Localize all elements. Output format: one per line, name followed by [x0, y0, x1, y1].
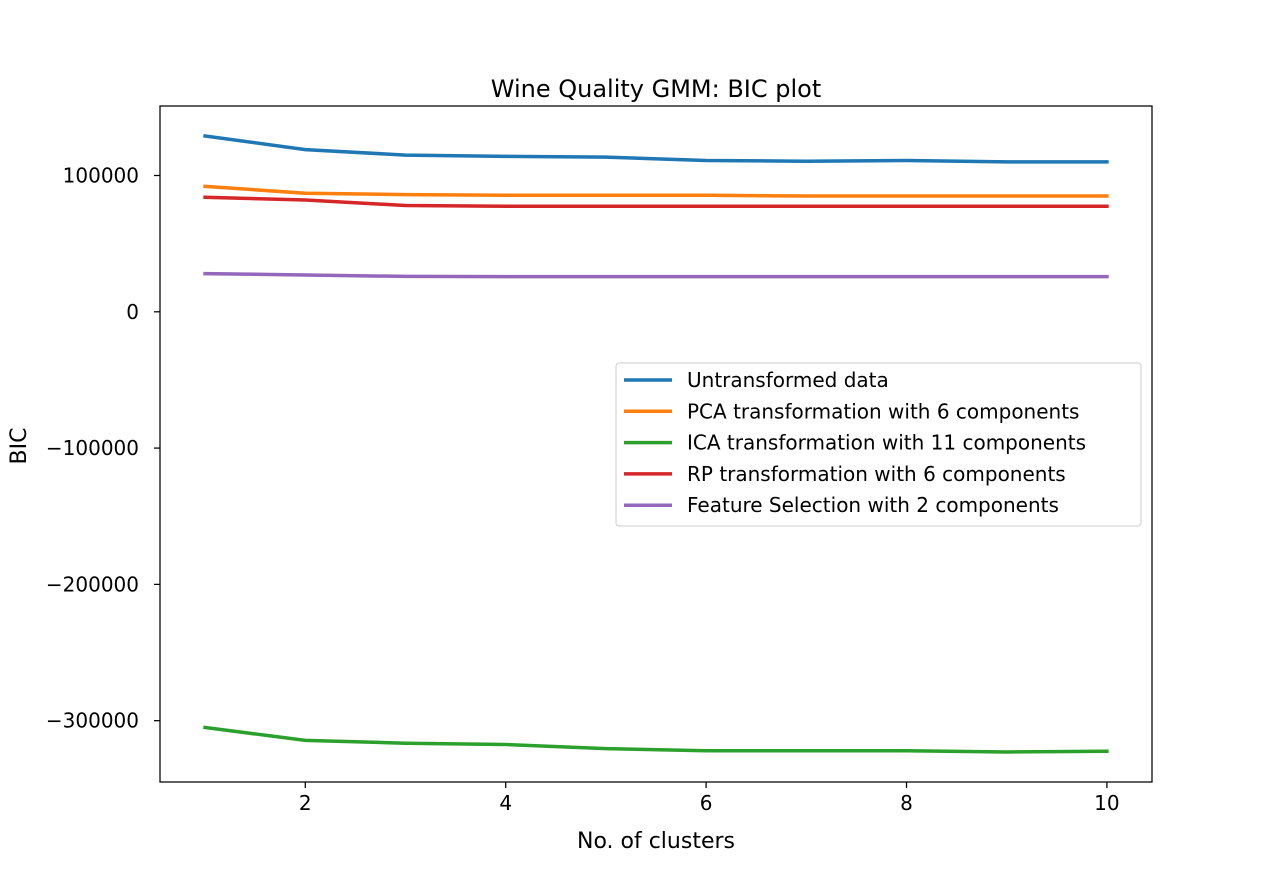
legend-label: Untransformed data [687, 368, 889, 392]
x-tick-label: 6 [700, 791, 713, 815]
legend: Untransformed data PCA transformation wit… [615, 362, 1142, 527]
y-axis-label: BIC [7, 428, 32, 465]
x-tick-label: 8 [900, 791, 913, 815]
series-line-ica-transformation-with-11-components [203, 725, 1109, 754]
y-tick-label: −300000 [46, 709, 139, 733]
plot-area: 2 4 6 8 10 100000 0 −100000 −200000 −300000 [46, 134, 1120, 815]
y-tick-label: 100000 [63, 164, 139, 188]
series-line-feature-selection-with-2-components [203, 271, 1109, 279]
axes-frame [159, 105, 1153, 783]
y-tick-label: 0 [126, 300, 139, 324]
legend-label: Feature Selection with 2 components [687, 493, 1059, 517]
x-tick-label: 4 [499, 791, 512, 815]
series-line-untransformed-data [203, 134, 1109, 164]
legend-box [615, 362, 1142, 527]
x-axis-label: No. of clusters [577, 829, 735, 854]
legend-label: RP transformation with 6 components [687, 462, 1066, 486]
y-tick-label: −200000 [46, 572, 139, 596]
x-tick-label: 2 [299, 791, 312, 815]
x-tick-label: 10 [1094, 791, 1119, 815]
legend-label: PCA transformation with 6 components [687, 399, 1079, 423]
y-tick-label: −100000 [46, 436, 139, 460]
chart-title: Wine Quality GMM: BIC plot [491, 75, 822, 103]
legend-label: ICA transformation with 11 components [687, 431, 1086, 455]
series-line-pca-transformation-with-6-components [203, 184, 1109, 198]
series-line-rp-transformation-with-6-components [203, 195, 1109, 208]
